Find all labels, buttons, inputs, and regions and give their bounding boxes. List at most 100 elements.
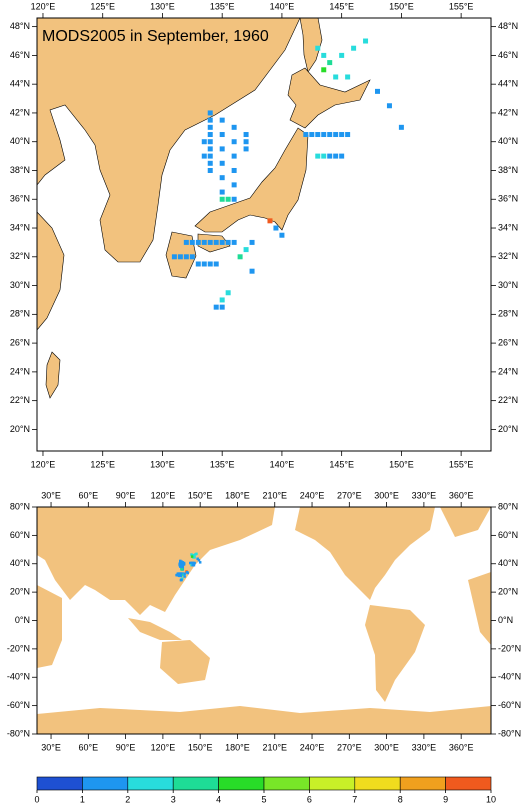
observation-cell	[231, 196, 237, 202]
observation-cell	[315, 132, 321, 138]
observation-cell	[231, 124, 237, 130]
observation-cell	[249, 268, 255, 274]
observation-cell	[183, 575, 186, 578]
observation-cell	[339, 52, 345, 58]
colorbar-segment	[172, 776, 219, 791]
x-tick-label: 300°E	[374, 742, 399, 752]
y-tick-label: 36°N	[10, 194, 30, 204]
observation-cell	[249, 239, 255, 245]
observation-cell	[197, 558, 201, 562]
observation-cell	[181, 565, 185, 568]
mainland-asia	[37, 18, 301, 263]
y-tick-label: 28°N	[10, 309, 30, 319]
map-title: MODS2005 in September, 1960	[42, 28, 269, 45]
observation-cell	[195, 239, 201, 245]
colorbar-segment	[445, 776, 492, 791]
sakhalin	[299, 18, 323, 73]
y-tick-label: 80°N	[498, 501, 518, 511]
observation-cell	[207, 167, 213, 173]
x-tick-label: 145°E	[329, 1, 354, 11]
x-tick-label: 145°E	[329, 459, 354, 469]
lower-observations	[175, 552, 202, 582]
lower-land	[37, 507, 491, 734]
observation-cell	[339, 153, 345, 159]
africa-west	[37, 585, 62, 668]
x-tick-label: 150°E	[389, 459, 414, 469]
x-tick-label: 150°E	[188, 742, 213, 752]
colorbar-label: 2	[125, 794, 130, 804]
australia	[160, 640, 210, 684]
colorbar-segment	[36, 776, 83, 791]
observation-cell	[201, 239, 207, 245]
observation-cell	[207, 124, 213, 130]
colorbar-label: 1	[80, 794, 85, 804]
observation-cell	[315, 45, 321, 51]
observation-cell	[321, 67, 327, 73]
observation-cell	[207, 153, 213, 159]
observation-cell	[207, 160, 213, 166]
observation-cell	[219, 132, 225, 138]
observation-cell	[193, 556, 196, 559]
x-tick-label: 150°E	[188, 490, 213, 500]
y-tick-label: 32°N	[10, 251, 30, 261]
colorbar-label: 10	[486, 794, 496, 804]
observation-cell	[327, 153, 333, 159]
africa-east	[468, 572, 491, 645]
observation-cell	[183, 572, 186, 575]
observation-cell	[207, 139, 213, 145]
observation-cell	[195, 261, 201, 267]
hokkaido	[287, 67, 371, 129]
observation-cell	[178, 563, 181, 567]
colorbar-segment	[127, 776, 174, 791]
observation-cell	[333, 74, 339, 80]
observation-cell	[309, 132, 315, 138]
y-tick-label: 30°N	[498, 280, 518, 290]
x-tick-label: 120°E	[151, 742, 176, 752]
observation-cell	[189, 254, 195, 260]
observation-cell	[182, 563, 186, 566]
x-tick-label: 240°E	[300, 742, 325, 752]
colorbar-label: 6	[307, 794, 312, 804]
observation-cell	[179, 578, 183, 582]
y-tick-label: 20°N	[498, 424, 518, 434]
observation-cell	[198, 561, 202, 564]
y-tick-label: 0°N	[498, 615, 513, 625]
indonesia	[128, 618, 182, 640]
colorbar-segment	[399, 776, 446, 791]
y-tick-label: 32°N	[498, 251, 518, 261]
x-tick-label: 150°E	[389, 1, 414, 11]
x-tick-label: 240°E	[300, 490, 325, 500]
observation-cell	[321, 153, 327, 159]
observation-cell	[219, 297, 225, 303]
observation-cell	[243, 146, 249, 152]
y-tick-label: -60°N	[498, 700, 521, 710]
observation-cell	[213, 239, 219, 245]
y-tick-label: 46°N	[10, 50, 30, 60]
colorbar-segment	[218, 776, 265, 791]
observation-cell	[213, 261, 219, 267]
observation-cell	[363, 38, 369, 44]
y-tick-label: 30°N	[10, 280, 30, 290]
y-tick-label: 20°N	[10, 424, 30, 434]
x-tick-label: 155°E	[449, 1, 474, 11]
observation-cell	[345, 132, 351, 138]
observation-cell	[219, 239, 225, 245]
y-tick-label: 36°N	[498, 194, 518, 204]
observation-cell	[207, 117, 213, 123]
observation-cell	[201, 153, 207, 159]
observation-cell	[339, 132, 345, 138]
y-tick-label: 48°N	[498, 21, 518, 31]
eurasia	[37, 507, 275, 615]
colorbar-label: 3	[171, 794, 176, 804]
x-tick-label: 140°E	[270, 1, 295, 11]
y-tick-label: -40°N	[7, 672, 30, 682]
observation-cell	[219, 304, 225, 310]
y-tick-label: 22°N	[10, 395, 30, 405]
observation-cell	[321, 132, 327, 138]
observation-cell	[207, 146, 213, 152]
x-tick-label: 60°E	[79, 742, 99, 752]
x-tick-label: 360°E	[449, 742, 474, 752]
x-tick-label: 300°E	[374, 490, 399, 500]
antarctica	[37, 706, 491, 734]
observation-cell	[190, 555, 194, 558]
